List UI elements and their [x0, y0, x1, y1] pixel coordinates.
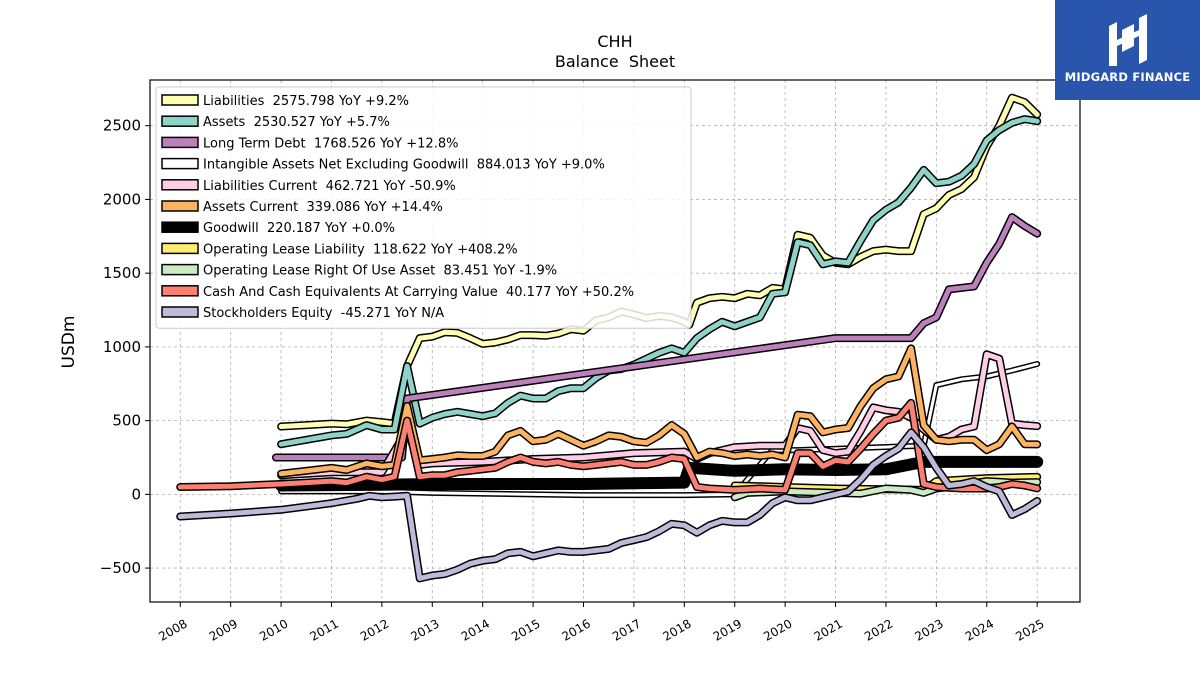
- legend-swatch: [161, 94, 199, 106]
- x-tick-label: 2011: [308, 616, 341, 643]
- series-line: [177, 429, 1040, 581]
- series-line: [278, 345, 1040, 477]
- legend-entry: Cash And Cash Equivalents At Carrying Va…: [161, 285, 634, 300]
- legend-label: Assets Current 339.086 YoY +14.4%: [203, 200, 443, 215]
- legend-entry: Intangible Assets Net Excluding Goodwill…: [161, 157, 605, 173]
- y-tick-label: 2000: [103, 190, 141, 208]
- x-tick-label: 2013: [408, 616, 441, 643]
- series-long-term-debt: [272, 213, 1042, 462]
- x-tick-label: 2012: [358, 616, 391, 643]
- brand-name: MIDGARD FINANCE: [1064, 70, 1191, 84]
- series-assets: [277, 115, 1042, 449]
- legend-label: Liabilities 2575.798 YoY +9.2%: [203, 94, 409, 109]
- x-tick-label: 2023: [912, 616, 945, 643]
- legend-entry: Long Term Debt 1768.526 YoY +12.8%: [161, 136, 458, 151]
- y-tick-label: −500: [100, 559, 141, 577]
- series-line: [273, 214, 1040, 460]
- legend-swatch: [161, 221, 199, 233]
- series-lines: [176, 93, 1044, 583]
- y-axis-label: USDm: [59, 316, 79, 369]
- x-tick-label: 2015: [509, 616, 542, 643]
- series-line: [278, 116, 1040, 447]
- series-line: [177, 400, 1040, 493]
- legend-label: Liabilities Current 462.721 YoY -50.9%: [203, 179, 456, 194]
- legend-swatch: [161, 242, 199, 255]
- legend-swatch: [161, 285, 199, 297]
- legend-label: Operating Lease Liability 118.622 YoY +4…: [203, 242, 518, 257]
- legend-swatch: [161, 157, 199, 170]
- legend-label: Assets 2530.527 YoY +5.7%: [203, 115, 390, 130]
- legend-label: Cash And Cash Equivalents At Carrying Va…: [203, 285, 634, 300]
- legend-entry: Stockholders Equity -45.271 YoY N/A: [161, 306, 444, 321]
- x-tick-label: 2019: [711, 616, 744, 643]
- x-tick-label: 2010: [257, 616, 290, 643]
- legend-label: Operating Lease Right Of Use Asset 83.45…: [203, 264, 557, 279]
- series-cash-and-cash-equivalents-at-carrying-value: [176, 398, 1042, 494]
- chart-title: CHH: [597, 32, 632, 51]
- brand-logo: MIDGARD FINANCE: [1055, 0, 1200, 100]
- legend-label: Stockholders Equity -45.271 YoY N/A: [203, 306, 444, 321]
- x-tick-label: 2009: [207, 616, 240, 643]
- x-tick-label: 2017: [610, 616, 643, 643]
- series-liabilities-current: [277, 350, 1042, 480]
- x-tick-label: 2018: [660, 616, 693, 643]
- legend-swatch: [161, 263, 199, 276]
- legend-label: Intangible Assets Net Excluding Goodwill…: [203, 158, 605, 173]
- x-tick-label: 2020: [761, 616, 794, 643]
- legend-entry: Operating Lease Right Of Use Asset 83.45…: [161, 263, 557, 279]
- series-line: [278, 351, 1040, 478]
- legend-swatch: [161, 179, 199, 191]
- legend-swatch: [161, 200, 199, 212]
- x-tick-label: 2014: [459, 616, 492, 643]
- legend-entry: Goodwill 220.187 YoY +0.0%: [161, 221, 395, 236]
- legend-entry: Assets Current 339.086 YoY +14.4%: [161, 200, 443, 215]
- y-tick-label: 2500: [103, 117, 141, 135]
- legend-entry: Liabilities 2575.798 YoY +9.2%: [161, 94, 409, 109]
- legend: Liabilities 2575.798 YoY +9.2% Assets 253…: [155, 86, 692, 329]
- legend-swatch: [161, 136, 199, 149]
- y-tick-label: 0: [131, 485, 141, 503]
- x-tick-label: 2025: [1013, 616, 1046, 643]
- midgard-logo-icon: [1109, 14, 1147, 66]
- chart-subtitle: Balance Sheet: [555, 52, 675, 71]
- legend-label: Goodwill 220.187 YoY +0.0%: [203, 221, 395, 236]
- series-assets-current: [277, 344, 1042, 478]
- y-tick-label: 1000: [103, 338, 141, 356]
- legend-swatch: [161, 306, 199, 318]
- series-stockholders-equity: [176, 428, 1042, 583]
- x-tick-label: 2021: [812, 616, 845, 643]
- x-tick-label: 2022: [862, 616, 895, 643]
- legend-entry: Operating Lease Liability 118.622 YoY +4…: [161, 242, 518, 257]
- legend-label: Long Term Debt 1768.526 YoY +12.8%: [203, 136, 458, 151]
- plot-frame: [149, 79, 1081, 603]
- y-tick-label: 500: [112, 412, 141, 430]
- legend-entry: Liabilities Current 462.721 YoY -50.9%: [161, 179, 456, 194]
- legend-entry: Assets 2530.527 YoY +5.7%: [161, 115, 390, 130]
- legend-box: [155, 86, 692, 329]
- x-tick-label: 2016: [560, 616, 593, 643]
- y-tick-label: 1500: [103, 264, 141, 282]
- legend-swatch: [161, 115, 199, 127]
- x-tick-label: 2024: [963, 616, 996, 643]
- x-tick-label: 2008: [156, 616, 189, 643]
